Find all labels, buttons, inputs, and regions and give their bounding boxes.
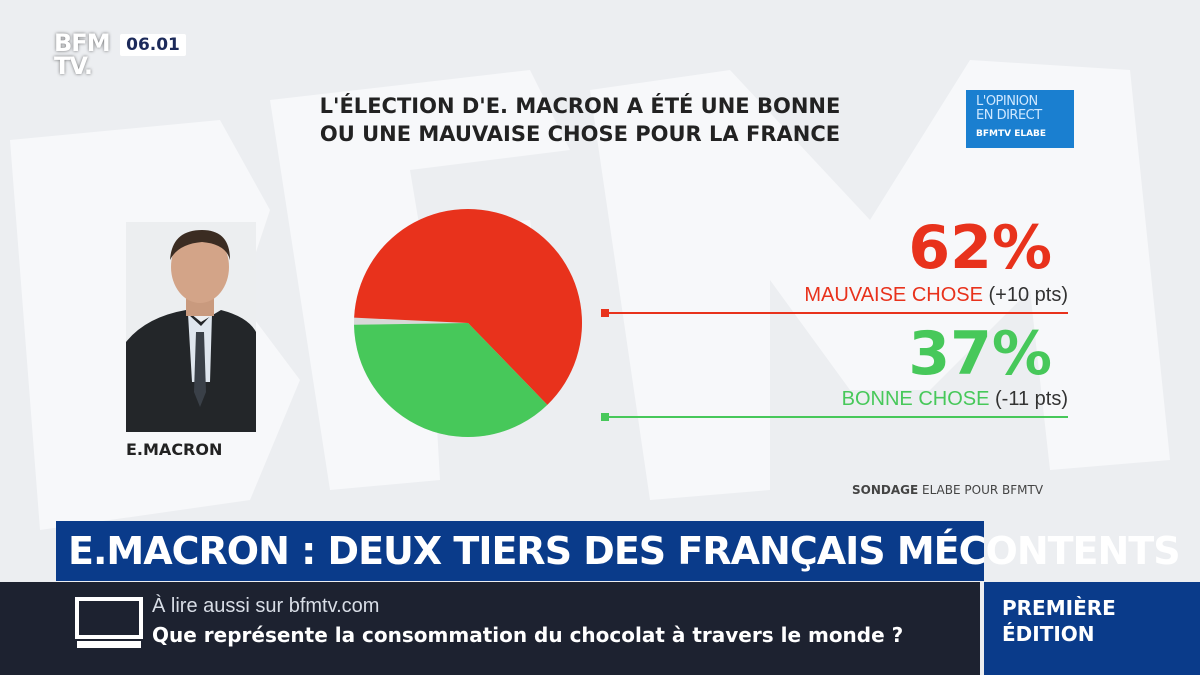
legend-marker-bonne	[601, 413, 609, 421]
legend-percent-bonne: 37%	[908, 319, 1052, 389]
legend-change-bonne: (-11 pts)	[995, 388, 1068, 410]
edition-line2: ÉDITION	[1002, 622, 1095, 646]
edition-badge: PREMIÈRE ÉDITION	[984, 582, 1200, 675]
logo-line2: TV.	[54, 52, 93, 80]
badge-line2: EN DIRECT	[976, 108, 1042, 123]
ticker-line2: Que représente la consommation du chocol…	[152, 623, 904, 647]
legend-name-bonne: BONNE CHOSE	[841, 388, 990, 410]
source-credit: SONDAGE ELABE POUR BFMTV	[852, 483, 1043, 497]
portrait-photo	[126, 222, 256, 432]
clock: 06.01	[120, 34, 186, 56]
source-name: ELABE POUR BFMTV	[922, 483, 1044, 497]
headline-text: E.MACRON : DEUX TIERS DES FRANÇAIS MÉCON…	[68, 529, 1181, 573]
person-silhouette-icon	[126, 222, 256, 432]
headline-banner: E.MACRON : DEUX TIERS DES FRANÇAIS MÉCON…	[56, 521, 1181, 581]
news-ticker: À lire aussi sur bfmtv.com Que représent…	[0, 582, 980, 675]
chart-title-line2: OU UNE MAUVAISE CHOSE POUR LA FRANCE	[319, 122, 841, 146]
badge-line3: BFMTV ELABE	[976, 129, 1047, 139]
pie-slice-mauvaise	[354, 209, 582, 405]
tv-screen-icon	[75, 597, 143, 648]
edition-line1: PREMIÈRE	[1002, 596, 1116, 620]
legend-leader-line-bonne	[604, 416, 1068, 418]
pie-chart	[350, 205, 586, 441]
chart-title: L'ÉLECTION D'E. MACRON A ÉTÉ UNE BONNE O…	[260, 92, 900, 148]
legend-percent-mauvaise: 62%	[908, 213, 1052, 283]
source-label: SONDAGE	[852, 483, 919, 497]
legend-change-mauvaise: (+10 pts)	[988, 284, 1068, 306]
legend-label-mauvaise: MAUVAISE CHOSE (+10 pts)	[700, 283, 1068, 307]
legend-leader-line-mauvaise	[604, 312, 1068, 314]
badge-line1: L'OPINION	[976, 94, 1038, 109]
bfmtv-logo: BFM TV.	[54, 29, 114, 84]
chart-title-line1: L'ÉLECTION D'E. MACRON A ÉTÉ UNE BONNE	[319, 94, 841, 118]
legend-name-mauvaise: MAUVAISE CHOSE	[804, 284, 983, 306]
opinion-en-direct-badge: L'OPINION EN DIRECT BFMTV ELABE	[966, 90, 1074, 148]
ticker-line1: À lire aussi sur bfmtv.com	[152, 595, 380, 617]
logo-line1: BFM	[54, 29, 111, 57]
portrait-caption: E.MACRON	[126, 440, 223, 459]
pie-slice-bonne	[354, 323, 548, 437]
legend-label-bonne: BONNE CHOSE (-11 pts)	[700, 387, 1068, 411]
pie-chart-svg	[354, 209, 582, 437]
legend-marker-mauvaise	[601, 309, 609, 317]
